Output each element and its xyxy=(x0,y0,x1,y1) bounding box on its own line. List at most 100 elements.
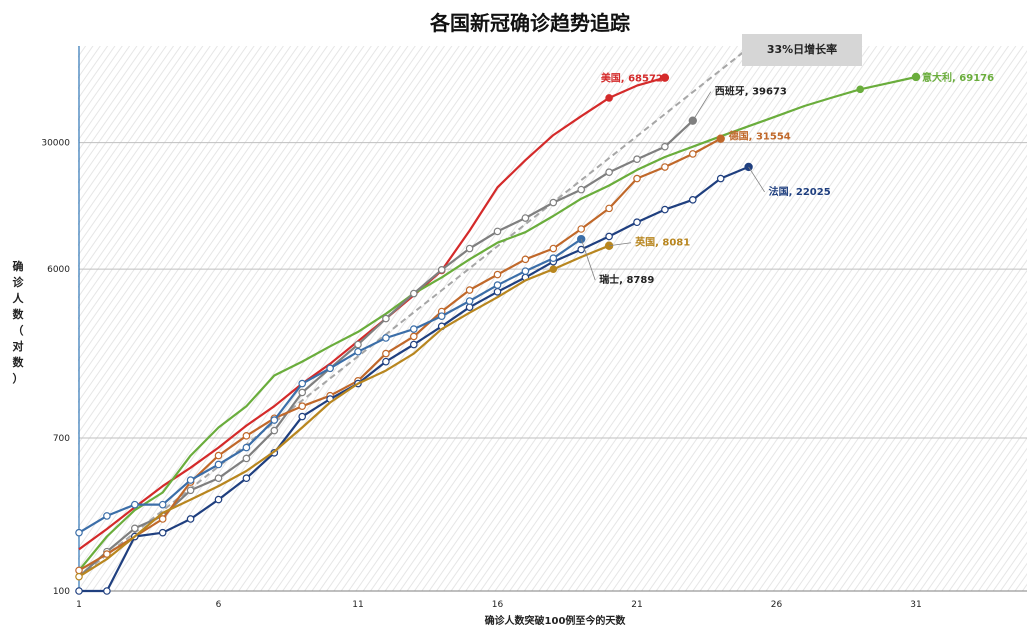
series-6-point-18 xyxy=(549,265,558,273)
series-5-point-15 xyxy=(465,297,474,305)
series-3-point-22 xyxy=(661,163,669,171)
series-4-point-22 xyxy=(661,205,669,214)
y-tick-700: 700 xyxy=(53,434,70,444)
series-4-point-13 xyxy=(409,340,418,349)
series-2-point-13 xyxy=(409,289,418,298)
series-2-point-6 xyxy=(214,474,223,482)
series-2-point-7 xyxy=(242,454,251,463)
series-label-5: 瑞士, 8789 xyxy=(599,273,654,286)
series-line-3 xyxy=(78,137,722,572)
series-5-point-13 xyxy=(409,325,418,333)
series-line-1 xyxy=(78,75,917,572)
series-2-point-15 xyxy=(465,244,474,253)
series-4-point-7 xyxy=(242,474,251,482)
series-5-leader xyxy=(580,239,596,281)
series-3-point-16 xyxy=(493,270,502,279)
series-6 xyxy=(75,241,614,581)
x-tick-26: 26 xyxy=(771,600,783,610)
series-label-2: 西班牙, 39673 xyxy=(715,85,787,98)
series-5-point-7 xyxy=(242,443,251,452)
y-axis-title-char-5: 对 xyxy=(13,339,24,353)
series-line-0 xyxy=(78,76,666,551)
series-2-point-12 xyxy=(382,314,390,323)
series-2-point-22 xyxy=(661,142,669,151)
y-axis-title-char-0: 确 xyxy=(13,259,24,273)
series-2-point-8 xyxy=(270,426,279,435)
series-5-point-6 xyxy=(214,460,223,469)
series-4-point-5 xyxy=(186,515,195,523)
series-4-point-12 xyxy=(382,357,390,366)
series-4-point-4 xyxy=(158,528,167,537)
y-axis-title-char-6: 数 xyxy=(13,355,25,369)
y-tick-labels: 100 700 6000 30000 xyxy=(41,139,70,597)
chart-title: 各国新冠确诊趋势追踪 xyxy=(429,11,630,35)
series-0-point-20 xyxy=(605,94,613,102)
x-axis-title: 确诊人数突破100例至今的天数 xyxy=(485,614,627,627)
series-label-3: 德国, 31554 xyxy=(728,130,791,143)
series-3-point-19 xyxy=(577,225,586,233)
series-3-point-4 xyxy=(158,515,167,523)
series-3-point-9 xyxy=(298,402,307,410)
x-tick-31: 31 xyxy=(910,600,921,610)
series-5-point-12 xyxy=(382,334,390,342)
reference-label: 33%日增长率 xyxy=(767,42,837,56)
series-3-point-15 xyxy=(465,286,474,294)
series-1-point-31 xyxy=(911,72,921,82)
series-2-leader xyxy=(692,91,712,121)
series-2-point-17 xyxy=(521,214,530,222)
y-axis-title-char-2: 人 xyxy=(13,291,25,305)
series-4-point-19 xyxy=(577,245,586,254)
series-5-point-17 xyxy=(521,267,530,275)
series-5-point-1 xyxy=(75,528,83,537)
series-3-point-23 xyxy=(688,150,697,158)
series-4-point-20 xyxy=(605,232,613,241)
series-label-6: 英国, 8081 xyxy=(634,236,690,249)
x-tick-21: 21 xyxy=(631,600,642,610)
y-tick-30000: 30000 xyxy=(41,139,70,149)
series-5-point-10 xyxy=(326,364,334,373)
series-5-point-9 xyxy=(298,379,307,388)
series-3-point-18 xyxy=(549,244,558,253)
y-axis-title-char-7: ） xyxy=(13,372,24,385)
x-tick-16: 16 xyxy=(492,600,504,610)
series-labels: 美国, 68572 意大利, 69176 西班牙, 39673 德国, 31554 法国… xyxy=(580,71,994,286)
series-1-point-29 xyxy=(856,85,865,94)
series-6-point-1 xyxy=(75,572,83,581)
y-tick-6000: 6000 xyxy=(47,265,70,275)
series-5-point-18 xyxy=(549,254,558,262)
series-label-1: 意大利, 69176 xyxy=(922,71,994,84)
y-axis-title: 确诊人数（对数） xyxy=(13,259,25,385)
series-3-point-2 xyxy=(103,550,111,558)
series-3-point-21 xyxy=(633,174,641,183)
series-4-point-1 xyxy=(75,587,83,595)
series-5-point-2 xyxy=(103,512,111,520)
series-5-point-8 xyxy=(270,416,279,424)
series-2-point-20 xyxy=(605,168,613,176)
y-axis-title-char-1: 诊 xyxy=(13,275,25,289)
series-3-point-6 xyxy=(214,451,223,460)
series-3-point-20 xyxy=(605,204,613,213)
series-2-point-19 xyxy=(577,185,586,194)
series-3-point-24 xyxy=(716,134,725,143)
series-4-point-23 xyxy=(688,195,697,204)
series-5-point-4 xyxy=(158,500,167,509)
series-5-point-5 xyxy=(186,476,195,484)
series-0-point-22 xyxy=(660,73,670,82)
series-3-point-13 xyxy=(409,332,418,341)
series-4-point-21 xyxy=(633,218,641,227)
x-tick-1: 1 xyxy=(76,600,82,610)
series-5 xyxy=(75,234,586,537)
series-4-point-15 xyxy=(465,303,474,311)
series-group xyxy=(75,72,921,595)
series-label-0: 美国, 68572 xyxy=(601,72,663,85)
series-2-point-21 xyxy=(633,155,641,164)
series-1 xyxy=(78,72,921,572)
y-axis-title-char-3: 数 xyxy=(13,307,25,321)
plot-background xyxy=(78,46,1027,591)
series-3-point-7 xyxy=(242,432,251,440)
x-tick-labels: 1 6 11 16 21 26 31 xyxy=(76,600,922,610)
series-2-point-5 xyxy=(186,486,195,495)
series-2-point-16 xyxy=(493,227,502,236)
y-tick-100: 100 xyxy=(53,587,70,597)
